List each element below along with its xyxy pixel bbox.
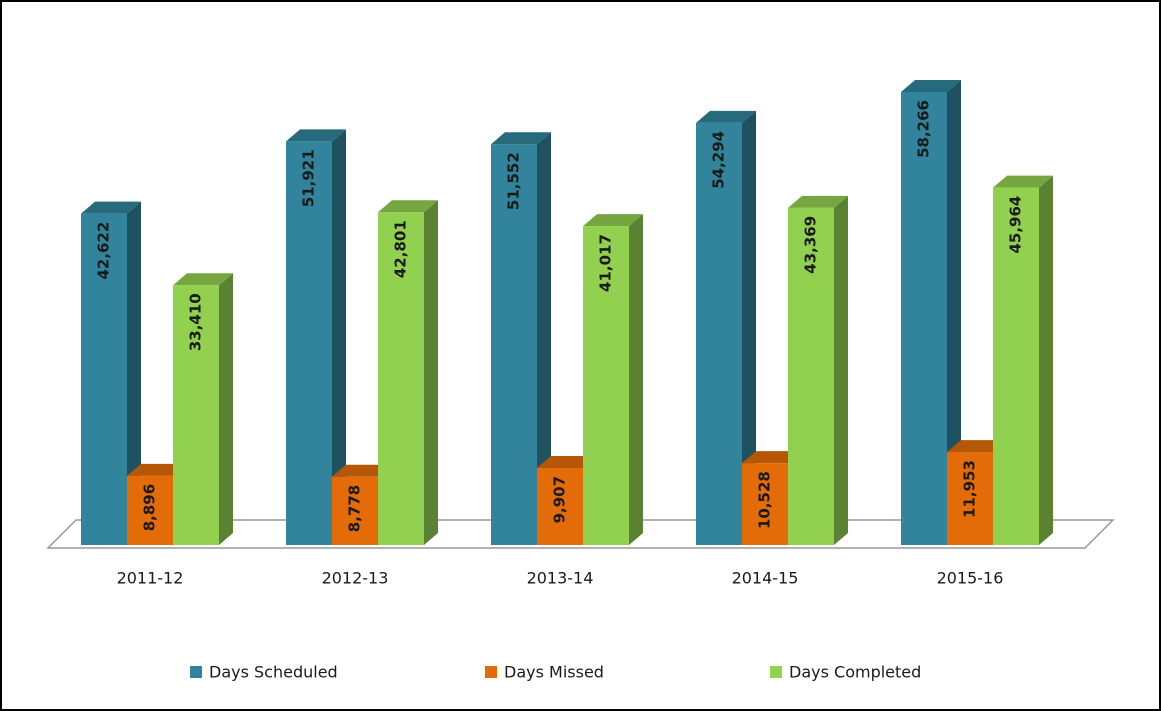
x-tick-label: 2011-12 bbox=[117, 569, 184, 588]
value-label: 10,528 bbox=[756, 471, 774, 529]
bar bbox=[947, 452, 993, 545]
bar-top bbox=[378, 200, 438, 213]
bar-top bbox=[81, 201, 141, 214]
bar-top bbox=[993, 175, 1053, 188]
bar-side bbox=[742, 110, 756, 545]
value-label: 58,266 bbox=[915, 100, 933, 158]
bar-top bbox=[583, 214, 643, 227]
bar-side bbox=[1039, 175, 1053, 545]
bar bbox=[286, 141, 332, 546]
value-label: 33,410 bbox=[187, 293, 205, 351]
bar-top bbox=[947, 440, 1007, 453]
bar bbox=[81, 213, 127, 545]
value-label: 42,801 bbox=[392, 220, 410, 278]
bar-top bbox=[901, 80, 961, 92]
value-label: 45,964 bbox=[1007, 196, 1025, 254]
bar-side bbox=[332, 129, 346, 546]
bar bbox=[901, 92, 947, 545]
bar bbox=[788, 207, 834, 546]
bar-side bbox=[834, 195, 848, 546]
bar-top bbox=[286, 129, 346, 142]
x-tick-label: 2012-13 bbox=[322, 569, 389, 588]
x-tick-label: 2013-14 bbox=[527, 569, 594, 588]
bar-top bbox=[537, 455, 597, 468]
bar bbox=[993, 187, 1039, 545]
legend-label: Days Completed bbox=[789, 663, 921, 682]
value-label: 43,369 bbox=[802, 216, 820, 274]
value-label: 8,896 bbox=[141, 484, 159, 531]
value-label: 8,778 bbox=[346, 485, 364, 532]
legend-label: Days Missed bbox=[504, 663, 604, 682]
bar-top bbox=[491, 132, 551, 145]
value-label: 11,953 bbox=[961, 460, 979, 518]
bar-side bbox=[424, 200, 438, 545]
bar-side bbox=[629, 214, 643, 546]
value-label: 51,552 bbox=[505, 152, 523, 210]
bar-side bbox=[219, 273, 233, 545]
bar-side bbox=[947, 80, 961, 545]
legend-swatch bbox=[770, 666, 782, 678]
x-tick-label: 2015-16 bbox=[937, 569, 1004, 588]
bar bbox=[583, 226, 629, 546]
value-label: 51,921 bbox=[300, 149, 318, 207]
bar bbox=[696, 122, 742, 545]
bar-top bbox=[332, 464, 392, 477]
bar bbox=[537, 467, 583, 545]
legend-swatch bbox=[190, 666, 202, 678]
value-label: 9,907 bbox=[551, 476, 569, 523]
bar-top bbox=[788, 195, 848, 208]
bar bbox=[378, 212, 424, 545]
bar bbox=[491, 144, 537, 545]
x-tick-label: 2014-15 bbox=[732, 569, 799, 588]
bar bbox=[173, 285, 219, 545]
legend-swatch bbox=[485, 666, 497, 678]
bar-top bbox=[173, 273, 233, 286]
bar-side bbox=[537, 132, 551, 545]
bar-top bbox=[696, 110, 756, 123]
bar-side bbox=[127, 201, 141, 545]
value-label: 54,294 bbox=[710, 131, 728, 189]
bar-top bbox=[127, 463, 187, 476]
bar bbox=[127, 475, 173, 545]
bar-top bbox=[742, 451, 802, 464]
value-label: 41,017 bbox=[597, 234, 615, 292]
legend-label: Days Scheduled bbox=[209, 663, 338, 682]
bar bbox=[742, 463, 788, 545]
bar bbox=[332, 476, 378, 545]
value-label: 42,622 bbox=[95, 222, 113, 280]
